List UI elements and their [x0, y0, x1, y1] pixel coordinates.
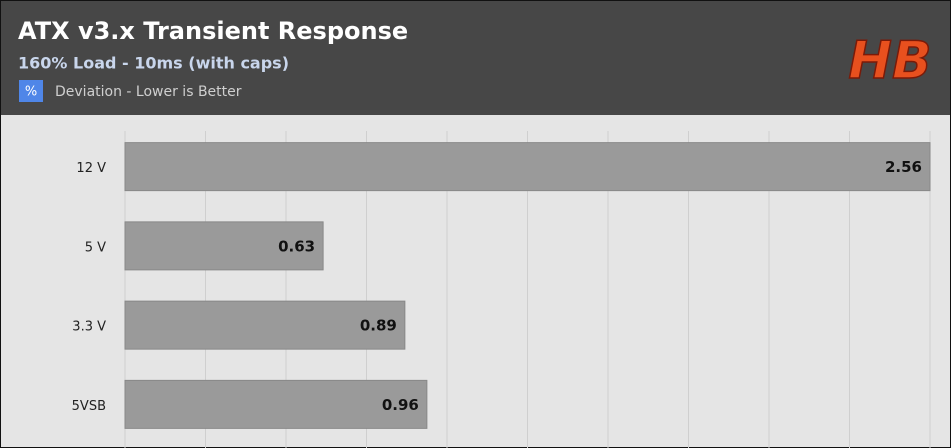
legend-icon: % — [25, 85, 37, 100]
chart-subtitle: 160% Load - 10ms (with caps) — [18, 54, 289, 73]
y-tick-label: 12 V — [76, 161, 106, 176]
value-label: 2.56 — [885, 158, 922, 176]
y-tick-label: 5 V — [85, 240, 106, 255]
value-label: 0.89 — [360, 317, 397, 335]
legend-swatch — [19, 80, 43, 102]
legend-label: Deviation - Lower is Better — [55, 84, 242, 100]
plot-area: 12 V 2.56 5 V 0.63 3.3 V 0.89 5VSB 0.96 — [72, 131, 931, 448]
value-label: 0.63 — [278, 237, 315, 255]
bar — [124, 300, 406, 350]
y-tick-label: 5VSB — [72, 399, 106, 414]
y-tick-label: 3.3 V — [72, 320, 106, 335]
chart-title: ATX v3.x Transient Response — [18, 17, 408, 45]
bar — [124, 221, 324, 271]
bar — [124, 142, 931, 192]
value-label: 0.96 — [382, 396, 419, 414]
logo: HB — [848, 31, 931, 91]
header — [0, 0, 951, 115]
bar — [124, 379, 428, 429]
